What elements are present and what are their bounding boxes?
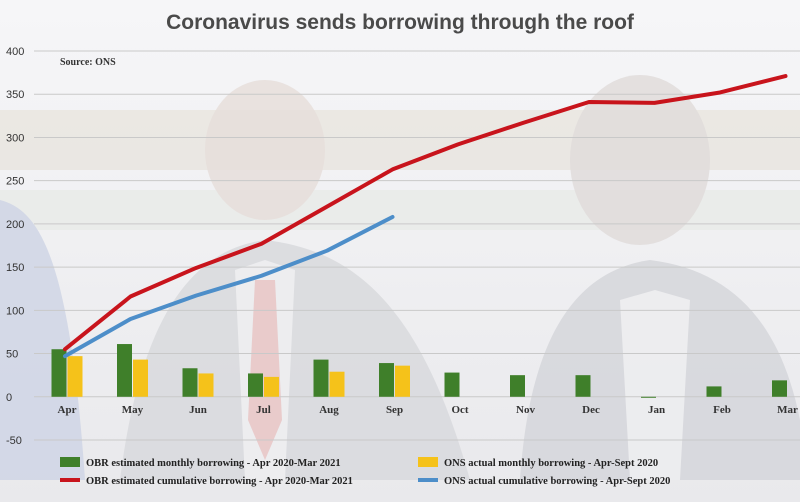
bar — [133, 359, 148, 397]
bar — [198, 373, 214, 397]
x-tick-label: May — [122, 404, 144, 416]
bar — [510, 375, 525, 397]
bar — [117, 344, 132, 397]
y-axis: -50 0 50 100 150 200 250 300 350 400 — [6, 46, 24, 447]
x-tick-label: Sep — [386, 404, 403, 416]
y-tick-label: 50 — [6, 349, 18, 361]
y-tick-label: 200 — [6, 219, 24, 231]
chart-title: Coronavirus sends borrowing through the … — [166, 11, 635, 34]
x-tick-label: Dec — [582, 404, 600, 416]
bar — [641, 396, 656, 398]
bar — [575, 375, 591, 397]
y-tick-label: 350 — [6, 89, 24, 101]
bar — [182, 368, 198, 397]
bar — [395, 365, 410, 397]
bar — [248, 373, 263, 397]
series-line — [63, 74, 788, 352]
x-tick-label: Jan — [648, 404, 665, 416]
y-tick-label: 300 — [6, 132, 24, 144]
x-tick-label: Jul — [256, 404, 271, 416]
y-tick-label: 400 — [6, 46, 24, 58]
legend-swatch — [418, 457, 438, 467]
bar — [51, 349, 67, 397]
bar — [329, 371, 345, 397]
series-line — [63, 214, 395, 359]
line-series — [63, 74, 788, 359]
bar — [264, 376, 279, 397]
bar — [67, 356, 83, 397]
y-tick-label: -50 — [6, 435, 22, 447]
gridlines — [34, 50, 800, 441]
bar — [379, 363, 394, 397]
bar-series — [51, 344, 787, 398]
chart-source: Source: ONS — [60, 57, 116, 68]
y-tick-label: 150 — [6, 262, 24, 274]
legend-label: OBR estimated monthly borrowing - Apr 20… — [86, 458, 341, 469]
legend-label: OBR estimated cumulative borrowing - Apr… — [86, 476, 353, 487]
bar — [313, 359, 329, 397]
y-tick-label: 250 — [6, 176, 24, 188]
x-axis: Apr May Jun Jul Aug Sep Oct Nov Dec Jan Feb Mar — [58, 404, 798, 416]
bar — [706, 386, 722, 397]
legend-label: ONS actual cumulative borrowing - Apr-Se… — [444, 476, 670, 487]
x-tick-label: Jun — [189, 404, 207, 416]
x-tick-label: Oct — [451, 404, 468, 416]
y-tick-label: 100 — [6, 305, 24, 317]
x-tick-label: Aug — [319, 404, 339, 416]
legend-swatch — [60, 457, 80, 467]
x-tick-label: Nov — [516, 404, 535, 416]
bar — [772, 380, 787, 397]
x-tick-label: Mar — [777, 404, 798, 416]
x-tick-label: Apr — [58, 404, 77, 416]
legend-label: ONS actual monthly borrowing - Apr-Sept … — [444, 458, 658, 469]
legend: OBR estimated monthly borrowing - Apr 20… — [60, 457, 670, 487]
y-tick-label: 0 — [6, 392, 12, 404]
x-tick-label: Feb — [713, 404, 731, 416]
bar — [444, 372, 460, 397]
